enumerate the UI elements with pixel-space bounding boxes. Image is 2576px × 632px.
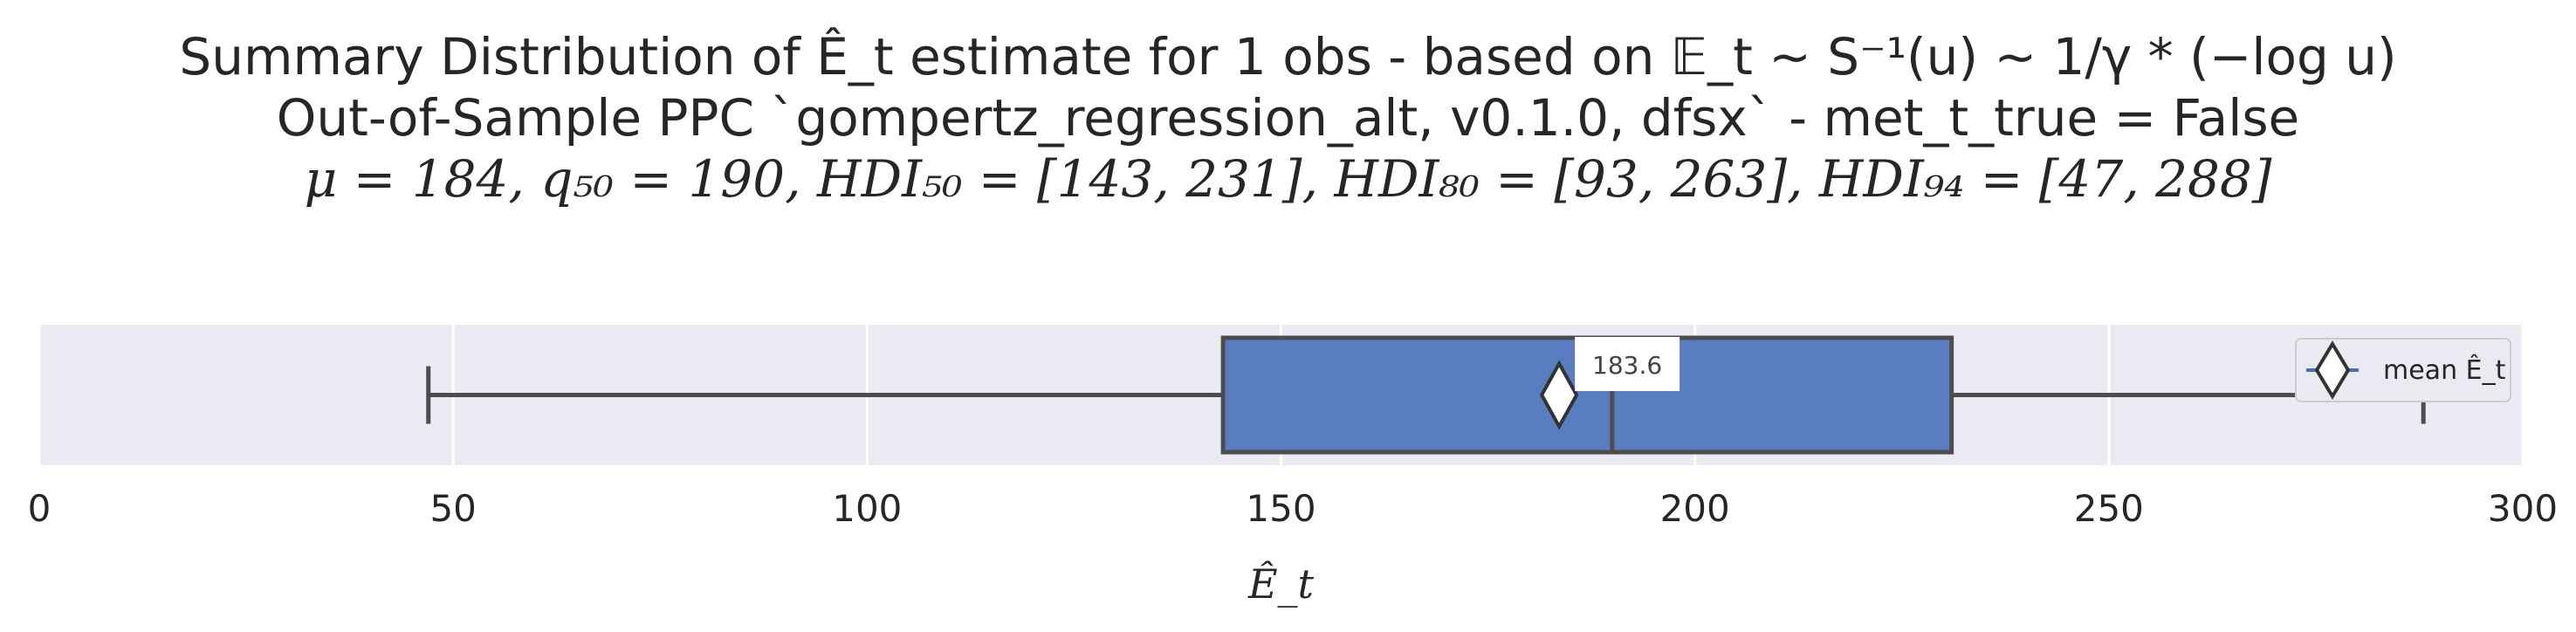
- x-axis-label: Ê_t: [1247, 560, 1315, 608]
- x-tick-label: 0: [28, 487, 52, 530]
- x-tick-label: 150: [1246, 487, 1315, 530]
- mean-marker: [1539, 360, 1579, 430]
- x-tick-label: 250: [2074, 487, 2144, 530]
- mean-annotation-box: [1575, 337, 1680, 391]
- legend-box: [2295, 338, 2511, 402]
- x-tick-label: 300: [2488, 487, 2558, 530]
- title-line-1: Summary Distribution of Ê_t estimate for…: [179, 27, 2397, 86]
- x-tick-label: 200: [1660, 487, 1730, 530]
- chart-title: Summary Distribution of Ê_t estimate for…: [0, 26, 2576, 210]
- title-line-2: Out-of-Sample PPC `gompertz_regression_a…: [276, 88, 2300, 148]
- legend-mean-marker: [2314, 340, 2351, 400]
- x-tick-label: 100: [832, 487, 902, 530]
- legend-label: mean Ê_t: [2383, 354, 2506, 386]
- title-line-3: μ = 184, q₅₀ = 190, HDI₅₀ = [143, 231], …: [304, 149, 2272, 209]
- mean-annotation-label: 183.6: [1592, 351, 1662, 380]
- x-tick-label: 50: [429, 487, 476, 530]
